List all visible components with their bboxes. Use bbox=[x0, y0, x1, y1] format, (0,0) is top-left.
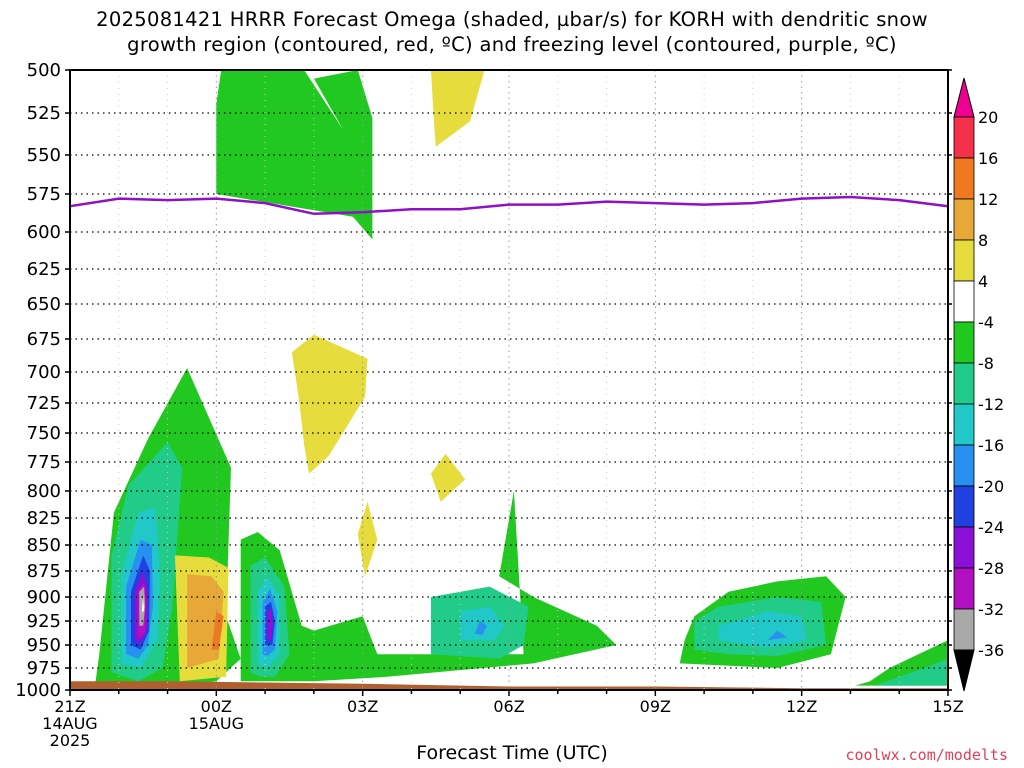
grid-lines bbox=[70, 70, 948, 690]
colorbar-band bbox=[953, 362, 975, 405]
colorbar-label: 4 bbox=[978, 272, 988, 291]
chart-title-line-2: growth region (contoured, red, ºC) and f… bbox=[127, 33, 897, 56]
colorbar-band bbox=[953, 198, 975, 241]
x-tick-label: 15AUG bbox=[189, 714, 244, 733]
freezing-level-line bbox=[69, 195, 949, 216]
colorbar-bottom-arrow bbox=[953, 649, 975, 692]
colorbar-label: -16 bbox=[978, 436, 1004, 455]
colorbar-label: -32 bbox=[978, 600, 1004, 619]
y-tick-label: 925 bbox=[27, 611, 61, 632]
colorbar-band bbox=[953, 567, 975, 610]
axes: 500 525 550 575 600 625 650 675 700 725 750 775 800 8… bbox=[15, 60, 964, 750]
credit-text: coolwx.com/modelts bbox=[845, 746, 1008, 764]
omega-region-29 bbox=[767, 630, 787, 641]
colorbar-label: -8 bbox=[978, 354, 994, 373]
omega-region-25 bbox=[474, 621, 488, 636]
y-tick-label: 725 bbox=[27, 393, 61, 414]
colorbar-label: -20 bbox=[978, 477, 1004, 496]
colorbar-label: 16 bbox=[978, 149, 998, 168]
colorbar-label: -4 bbox=[978, 313, 994, 332]
x-tick-label: 21Z bbox=[54, 697, 85, 716]
y-tick-label: 950 bbox=[27, 635, 61, 656]
omega-shading bbox=[70, 70, 948, 690]
x-tick-label: 15Z bbox=[932, 697, 963, 716]
colorbar: 20 16 12 8 4 -4 -8 -12 -16 -20 -24 -28 -32 -36 bbox=[953, 77, 1004, 692]
omega-region-19 bbox=[357, 501, 378, 577]
omega-region-11 bbox=[211, 611, 224, 650]
y-tick-label: 775 bbox=[27, 452, 61, 473]
colorbar-band bbox=[953, 321, 975, 364]
omega-region-17 bbox=[267, 608, 273, 641]
y-tick-label: 500 bbox=[27, 60, 61, 81]
colorbar-label: -24 bbox=[978, 518, 1004, 537]
y-tick-label: 825 bbox=[27, 508, 61, 529]
y-tick-label: 525 bbox=[27, 103, 61, 124]
colorbar-band bbox=[953, 485, 975, 528]
colorbar-top-arrow bbox=[953, 77, 975, 118]
colorbar-band bbox=[953, 239, 975, 282]
omega-region-7 bbox=[139, 586, 146, 626]
y-tick-label: 550 bbox=[27, 145, 61, 166]
colorbar-band bbox=[953, 526, 975, 569]
freezing-level bbox=[69, 195, 949, 216]
x-tick-label: 14AUG bbox=[42, 714, 97, 733]
colorbar-band bbox=[953, 403, 975, 446]
colorbar-label: 20 bbox=[978, 108, 998, 127]
y-tick-label: 875 bbox=[27, 561, 61, 582]
omega-region-12 bbox=[240, 491, 617, 682]
colorbar-band bbox=[953, 444, 975, 487]
y-tick-label: 575 bbox=[27, 184, 61, 205]
colorbar-band bbox=[953, 157, 975, 200]
colorbar-band bbox=[953, 608, 975, 651]
omega-region-31 bbox=[874, 658, 948, 686]
y-tick-label: 900 bbox=[27, 587, 61, 608]
colorbar-band bbox=[953, 280, 975, 323]
omega-region-18 bbox=[291, 334, 368, 474]
colorbar-label: -36 bbox=[978, 641, 1004, 660]
terrain-band bbox=[70, 681, 948, 690]
x-tick-label: 03Z bbox=[347, 697, 378, 716]
y-tick-label: 800 bbox=[27, 481, 61, 502]
x-tick-label: 12Z bbox=[786, 697, 817, 716]
y-tick-label: 600 bbox=[27, 222, 61, 243]
x-tick-label: 06Z bbox=[493, 697, 524, 716]
omega-region-28 bbox=[718, 611, 807, 648]
y-tick-label: 675 bbox=[27, 329, 61, 350]
colorbar-label: 12 bbox=[978, 190, 998, 209]
colorbar-label: 8 bbox=[978, 231, 988, 250]
y-tick-label: 850 bbox=[27, 535, 61, 556]
x-tick-label: 09Z bbox=[640, 697, 671, 716]
omega-region-22 bbox=[216, 70, 373, 240]
y-tick-label: 1000 bbox=[15, 680, 61, 701]
y-tick-label: 750 bbox=[27, 423, 61, 444]
y-tick-label: 625 bbox=[27, 259, 61, 280]
colorbar-label: -12 bbox=[978, 395, 1004, 414]
y-tick-label: 700 bbox=[27, 362, 61, 383]
omega-region-8 bbox=[141, 597, 145, 612]
colorbar-band bbox=[953, 116, 975, 159]
x-tick-label: 00Z bbox=[201, 697, 232, 716]
x-tick-label: 2025 bbox=[50, 731, 91, 750]
y-tick-label: 975 bbox=[27, 658, 61, 679]
y-tick-label: 650 bbox=[27, 294, 61, 315]
colorbar-label: -28 bbox=[978, 559, 1004, 578]
x-axis-label: Forecast Time (UTC) bbox=[416, 742, 608, 764]
omega-region-20 bbox=[431, 453, 466, 502]
chart-title-line-1: 2025081421 HRRR Forecast Omega (shaded, … bbox=[96, 8, 928, 31]
omega-region-21 bbox=[431, 70, 485, 147]
